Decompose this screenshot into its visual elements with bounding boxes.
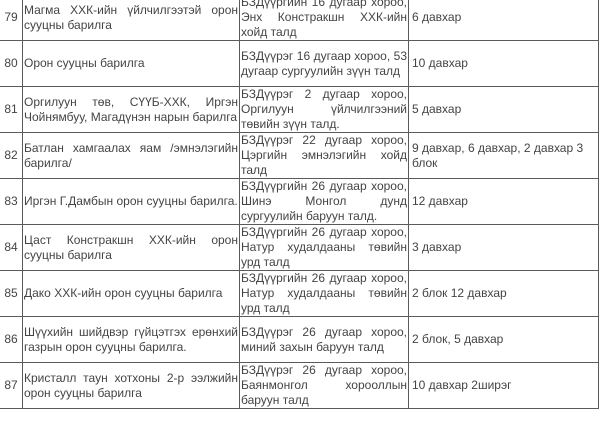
location: БЗДүүрэг 22 дугаар хороо, Цэргийн эмнэлэ… [239,132,409,179]
building-name: Иргэн Г.Дамбын орон сууцны барилга. [22,178,240,225]
building-name: Дако ХХК-ийн орон сууцны барилга [22,270,240,317]
row-number: 87 [0,362,23,409]
floor-count: 6 давхар [408,0,599,41]
location: БЗДүүрэг 26 дугаар хороо, Баянмонгол хор… [239,362,409,409]
table-row: 81 Оргилуун төв, СҮҮБ-ХХК, Иргэн Чойнямбу… [0,86,599,133]
building-name: Орон сууцны барилга [22,40,240,87]
building-name: Батлан хамгаалах яам /эмнэлэгийн барилга… [22,132,240,179]
floor-count: 10 давхар 2ширэг [408,362,599,409]
row-number: 85 [0,270,23,317]
table-row: 85 Дако ХХК-ийн орон сууцны барилга БЗДүүр… [0,270,599,317]
location: БЗДүүргийн 26 дугаар хороо, Шинэ Монгол … [239,178,409,225]
floor-count: 5 давхар [408,86,599,133]
row-number: 86 [0,316,23,363]
table-row: 84 Цаст Констракшн ХХК-ийн орон сууцны ба… [0,224,599,271]
floor-count: 3 давхар [408,224,599,271]
floor-count: 10 давхар [408,40,599,87]
location: БЗДүүрэг 26 дугаар хороо, миний захын ба… [239,316,409,363]
location: БЗДүүргийн 26 дугаар хороо, Натур худалд… [239,270,409,317]
table-row: 79 Магма ХХК-ийн үйлчилгээтэй орон сууцны… [0,0,599,41]
floor-count: 2 блок 12 давхар [408,270,599,317]
row-number: 82 [0,132,23,179]
location: БЗДүүргийн 26 дугаар хороо, Натур худалд… [239,224,409,271]
row-number: 79 [0,0,23,41]
building-name: Цаст Констракшн ХХК-ийн орон сууцны бари… [22,224,240,271]
floor-count: 2 блок, 5 давхар [408,316,599,363]
row-number: 84 [0,224,23,271]
table-row: 82 Батлан хамгаалах яам /эмнэлэгийн барил… [0,132,599,179]
floor-count: 12 давхар [408,178,599,225]
row-number: 83 [0,178,23,225]
building-name: Магма ХХК-ийн үйлчилгээтэй орон сууцны б… [22,0,240,41]
location: БЗДүүрэг 16 дугаар хороо, 53 дугаар сург… [239,40,409,87]
floor-count: 9 давхар, 6 давхар, 2 давхар 3 блок [408,132,599,179]
table-body: 79 Магма ХХК-ийн үйлчилгээтэй орон сууцны… [0,0,599,409]
table-row: 83 Иргэн Г.Дамбын орон сууцны барилга. БЗД… [0,178,599,225]
row-number: 80 [0,40,23,87]
location: БЗДүүрэг 2 дугаар хороо, Оргилуун үйлчил… [239,86,409,133]
construction-table: 79 Магма ХХК-ийн үйлчилгээтэй орон сууцны… [0,0,599,409]
row-number: 81 [0,86,23,133]
building-name: Кристалл таун хотхоны 2-р ээлжийн орон с… [22,362,240,409]
building-name: Оргилуун төв, СҮҮБ-ХХК, Иргэн Чойнямбуу,… [22,86,240,133]
table-row: 86 Шүүхийн шийдвэр гүйцэтгэх ерөнхий газр… [0,316,599,363]
table-row: 80 Орон сууцны барилга БЗДүүрэг 16 дугаар … [0,40,599,87]
table-row: 87 Кристалл таун хотхоны 2-р ээлжийн орон… [0,362,599,409]
building-name: Шүүхийн шийдвэр гүйцэтгэх ерөнхий газрын… [22,316,240,363]
location: БЗДүүргийн 16 дугаар хороо, Энх Констрак… [239,0,409,41]
